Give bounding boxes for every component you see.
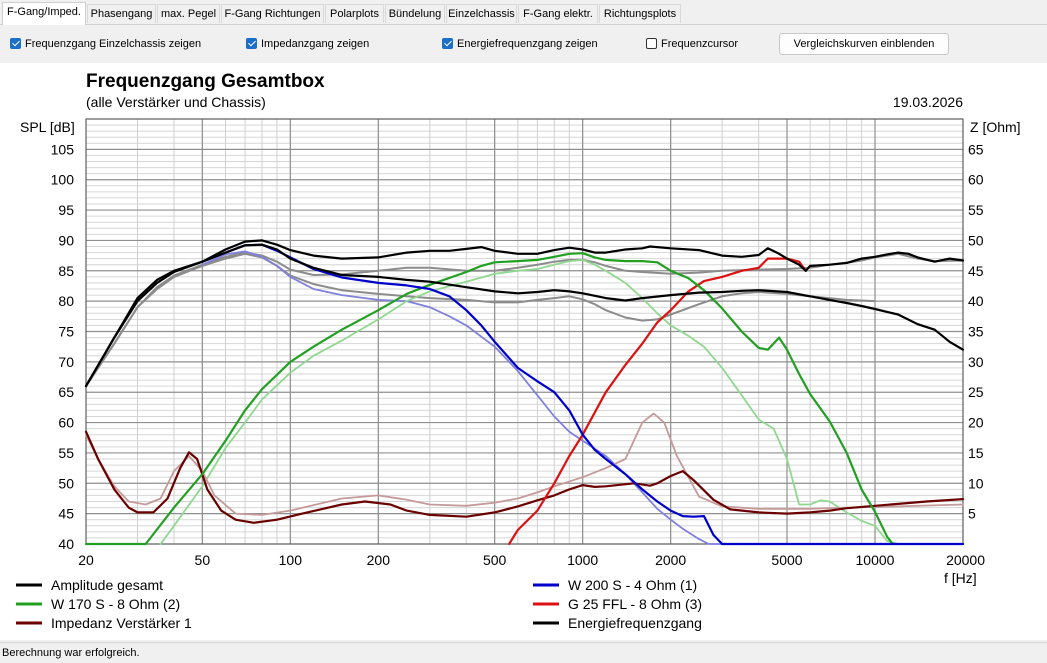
- frequency-cursor-label: Frequenzcursor: [661, 38, 739, 50]
- y2-tick-label: 45: [968, 263, 984, 279]
- y-tick-label: 60: [58, 415, 74, 431]
- show-driver-response-checkbox[interactable]: Frequenzgang Einzelchassis zeigen: [10, 37, 201, 51]
- x-tick-label: 200: [367, 552, 391, 568]
- y2-tick-label: 60: [968, 172, 984, 188]
- y-tick-label: 90: [58, 232, 74, 248]
- tab-2[interactable]: max. Pegel: [157, 4, 220, 23]
- chart-ticks: 40 45 50 55 60 65 70 75 80 85 90 95 100 105 5 10 15 20 25 3…: [51, 141, 986, 568]
- legend-label: W 200 S - 4 Ohm (1): [568, 577, 697, 593]
- series-reference-9: [159, 259, 899, 545]
- chart-grid: [85, 118, 964, 545]
- y-tick-label: 105: [51, 141, 75, 157]
- y-tick-label: 95: [58, 202, 74, 218]
- checkbox-unchecked-icon: [646, 38, 657, 49]
- x-tick-label: 50: [195, 552, 211, 568]
- show-driver-response-label: Frequenzgang Einzelchassis zeigen: [25, 38, 202, 50]
- y2-tick-label: 10: [968, 475, 984, 491]
- x-tick-label: 10000: [856, 552, 895, 568]
- y2-axis-label: Z [Ohm]: [970, 119, 1021, 135]
- y2-tick-label: 40: [968, 293, 984, 309]
- chart-legend: Amplitude gesamt W 200 S - 4 Ohm (1) W 170…: [16, 577, 702, 631]
- series-reference-7: [85, 252, 876, 388]
- tab-7[interactable]: F-Gang elektr.: [518, 4, 598, 23]
- y2-tick-label: 30: [968, 354, 984, 370]
- series-w-170-s-8-ohm-2-: [84, 252, 894, 546]
- y2-tick-label: 5: [968, 506, 976, 522]
- y-tick-label: 85: [58, 263, 74, 279]
- y2-tick-label: 50: [968, 232, 984, 248]
- y-tick-label: 55: [58, 445, 74, 461]
- checkbox-checked-icon: [10, 38, 21, 49]
- x-axis-label: f [Hz]: [944, 570, 977, 586]
- tab-8[interactable]: Richtungsplots: [599, 4, 681, 23]
- tab-3[interactable]: F-Gang Richtungen: [221, 4, 324, 23]
- tab-6[interactable]: Einzelchassis: [446, 4, 517, 23]
- y2-tick-label: 15: [968, 445, 984, 461]
- chart-title: Frequenzgang Gesamtbox: [86, 71, 325, 92]
- show-energy-label: Energiefrequenzgang zeigen: [457, 38, 598, 50]
- series-energiefrequenzgang: [84, 243, 965, 388]
- x-tick-label: 2000: [655, 552, 686, 568]
- chart-panel: Frequenzgang Gesamtbox (alle Verstärker …: [0, 63, 1047, 640]
- x-tick-label: 5000: [771, 552, 802, 568]
- status-bar: Berechnung war erfolgreich.: [0, 642, 1047, 662]
- checkbox-checked-icon: [442, 38, 453, 49]
- series-amplitude-gesamt: [84, 239, 965, 388]
- y2-tick-label: 25: [968, 384, 984, 400]
- tab-4[interactable]: Polarplots: [325, 4, 384, 23]
- frequency-cursor-checkbox[interactable]: Frequenzcursor: [646, 37, 738, 51]
- y2-tick-label: 65: [968, 141, 984, 157]
- tab-bar: F-Gang/Imped. Phasengang max. Pegel F-Gang …: [0, 0, 1047, 25]
- legend-label: G 25 FFL - 8 Ohm (3): [568, 596, 702, 612]
- tab-5[interactable]: Bündelung: [385, 4, 445, 23]
- y-tick-label: 100: [51, 172, 75, 188]
- y-tick-label: 40: [58, 536, 74, 552]
- x-tick-label: 1000: [567, 552, 598, 568]
- frequency-response-chart: Frequenzgang Gesamtbox (alle Verstärker …: [16, 71, 1021, 631]
- y2-tick-label: 20: [968, 415, 984, 431]
- show-impedance-checkbox[interactable]: Impedanzgang zeigen: [246, 37, 369, 51]
- y-tick-label: 45: [58, 506, 74, 522]
- y-tick-label: 80: [58, 293, 74, 309]
- plot-border: [85, 118, 964, 545]
- series-reference-10: [85, 412, 964, 516]
- legend-label: W 170 S - 8 Ohm (2): [51, 596, 180, 612]
- x-tick-label: 20000: [946, 552, 985, 568]
- x-tick-label: 500: [483, 552, 507, 568]
- y-tick-label: 70: [58, 354, 74, 370]
- y-tick-label: 65: [58, 384, 74, 400]
- show-impedance-label: Impedanzgang zeigen: [261, 38, 370, 50]
- show-comparison-curves-button[interactable]: Vergleichskurven einblenden: [779, 33, 949, 55]
- chart-curves: [84, 239, 965, 546]
- legend-label: Energiefrequenzgang: [568, 615, 702, 631]
- show-energy-checkbox[interactable]: Energiefrequenzgang zeigen: [442, 37, 598, 51]
- tab-1[interactable]: Phasengang: [87, 4, 156, 23]
- y-axis-label: SPL [dB]: [20, 119, 75, 135]
- y-tick-label: 75: [58, 324, 74, 340]
- y2-tick-label: 55: [968, 202, 984, 218]
- options-bar: Frequenzgang Einzelchassis zeigen Impeda…: [0, 25, 1047, 62]
- chart-subtitle: (alle Verstärker und Chassis): [86, 94, 266, 110]
- checkbox-checked-icon: [246, 38, 257, 49]
- y2-tick-label: 35: [968, 324, 984, 340]
- chart-date: 19.03.2026: [893, 94, 963, 110]
- x-tick-label: 100: [279, 552, 303, 568]
- y-tick-label: 50: [58, 475, 74, 491]
- legend-label: Impedanz Verstärker 1: [51, 615, 192, 631]
- series-reference-8: [201, 250, 964, 545]
- x-tick-label: 20: [78, 552, 94, 568]
- legend-label: Amplitude gesamt: [51, 577, 163, 593]
- series-g-25-ffl-8-ohm-3-: [508, 257, 807, 546]
- series-impedanz-verst-rker-1: [84, 430, 965, 524]
- tab-0[interactable]: F-Gang/Imped.: [2, 2, 86, 25]
